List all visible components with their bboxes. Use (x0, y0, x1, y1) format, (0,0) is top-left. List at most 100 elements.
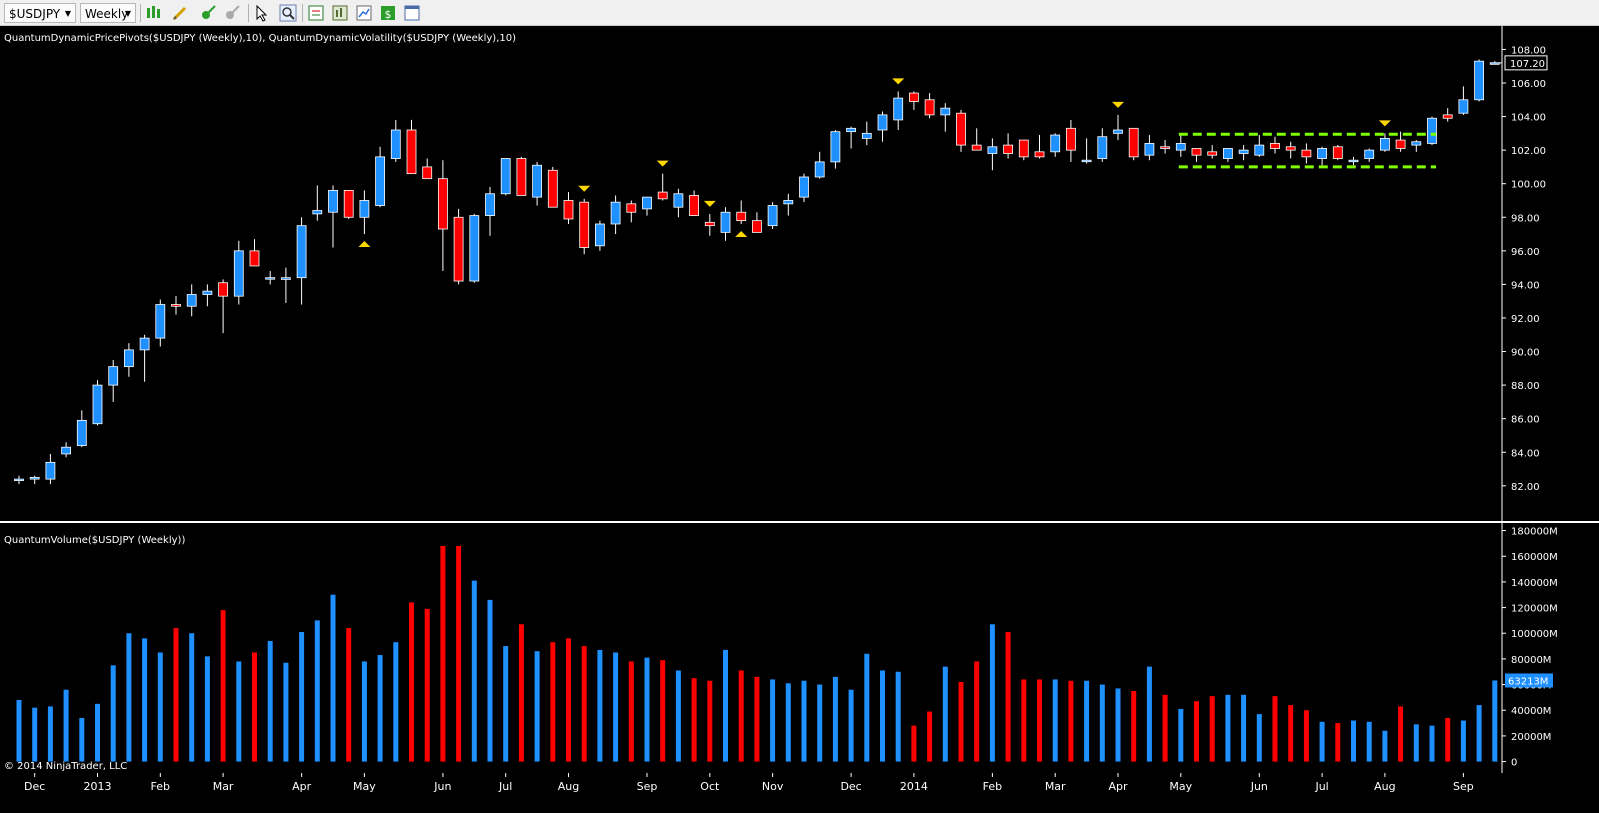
strategy-icon (332, 5, 348, 21)
x-tick-label: Aug (558, 780, 579, 793)
volume-bar (785, 683, 791, 762)
candle-down (1160, 146, 1170, 149)
volume-bar (157, 652, 163, 762)
volume-bar (723, 649, 728, 762)
volume-tick-label: 160000M (1511, 552, 1558, 563)
chevron-down-icon: ▼ (64, 9, 71, 18)
volume-bar (1366, 721, 1372, 762)
candle-down (1066, 127, 1076, 151)
volume-bar (738, 670, 744, 762)
volume-bar (613, 652, 619, 762)
volume-bar (487, 599, 493, 762)
price-indicator-label: QuantumDynamicPricePivots($USDJPY (Weekl… (4, 33, 516, 44)
volume-bar (1131, 690, 1137, 762)
volume-bar (361, 661, 367, 762)
volume-bar (550, 642, 556, 762)
volume-bar (110, 665, 116, 762)
candle-down (1207, 151, 1218, 156)
data-box-button[interactable] (306, 3, 328, 23)
volume-bar (817, 684, 823, 762)
candle-up (1223, 148, 1233, 159)
volume-bar (1445, 717, 1451, 762)
pencil-icon (172, 6, 187, 21)
volume-bar (644, 657, 650, 762)
volume-bar (1084, 680, 1090, 762)
eraser-button[interactable] (222, 3, 244, 23)
x-tick-label: 2014 (900, 780, 928, 793)
crosshair-button[interactable] (198, 3, 220, 23)
volume-bar (754, 676, 760, 762)
last-price-label: 107.20 (1510, 59, 1545, 70)
candle-down (736, 211, 747, 222)
zoom-button[interactable] (278, 3, 300, 23)
instrument-label: $USDJPY (9, 7, 61, 21)
volume-bar (173, 628, 179, 762)
volume-bar (393, 642, 399, 762)
chart-properties-button[interactable] (354, 3, 376, 23)
price-tick-label: 106.00 (1511, 79, 1546, 90)
volume-bar (581, 646, 587, 762)
candle-up (233, 250, 244, 297)
copyright-label: © 2014 NinjaTrader, LLC (4, 761, 127, 772)
candle-up (280, 277, 291, 280)
candle-up (45, 461, 56, 480)
volume-bar (1382, 730, 1388, 762)
volume-bar (1194, 701, 1199, 762)
volume-bar (79, 717, 85, 762)
crosshair-icon (202, 5, 216, 19)
pivot-high-marker (703, 200, 716, 207)
candle-up (595, 223, 605, 247)
volume-bar (1429, 725, 1435, 762)
volume-tick-label: 80000M (1511, 655, 1551, 666)
candle-down (563, 200, 574, 220)
candle-down (249, 250, 260, 267)
instrument-selector[interactable]: $USDJPY ▼ (4, 3, 76, 23)
drawing-tool-button[interactable] (170, 3, 192, 23)
volume-bar (409, 602, 414, 762)
pivot-high-marker (892, 78, 905, 85)
volume-bar (1288, 705, 1294, 762)
pointer-button[interactable] (252, 3, 274, 23)
volume-bar (880, 670, 885, 762)
candle-up (76, 419, 87, 446)
candle-up (1348, 159, 1359, 163)
volume-bar (974, 661, 980, 762)
volume-bar (16, 699, 22, 762)
price-tick-label: 108.00 (1511, 45, 1546, 56)
x-tick-label: Mar (213, 780, 234, 793)
candle-up (14, 478, 24, 482)
price-tick-label: 98.00 (1511, 213, 1540, 224)
candle-down (453, 216, 464, 282)
chart-area[interactable]: QuantumDynamicPricePivots($USDJPY (Weekl… (0, 26, 1599, 813)
volume-bar (895, 671, 901, 762)
window-button[interactable] (402, 3, 424, 23)
candle-down (1018, 139, 1029, 158)
candle-down (956, 112, 966, 146)
volume-bar (927, 711, 933, 762)
volume-bar (1115, 688, 1121, 762)
volume-bar (1256, 714, 1262, 762)
candle-down (516, 158, 527, 196)
volume-bar (456, 545, 462, 762)
candle-up (186, 294, 197, 307)
candle-up (296, 225, 307, 279)
last-volume-label: 63213M (1508, 676, 1548, 687)
candle-up (1175, 143, 1186, 151)
candle-up (767, 205, 778, 227)
candle-up (1050, 134, 1061, 153)
candle-up (61, 446, 71, 455)
volume-bar (1241, 694, 1247, 762)
strategy-button[interactable] (330, 3, 352, 23)
period-selector[interactable]: Weekly ▼ (80, 3, 136, 23)
candle-down (657, 191, 668, 200)
x-tick-label: May (1169, 780, 1192, 793)
x-tick-label: Mar (1045, 780, 1066, 793)
volume-bar (1068, 680, 1074, 762)
volume-bar (1460, 720, 1466, 762)
dollar-button[interactable]: $ (378, 3, 400, 23)
pointer-icon (256, 4, 268, 22)
x-tick-label: Oct (700, 780, 720, 793)
x-tick-label: Aug (1374, 780, 1395, 793)
pivot-low-marker (735, 230, 748, 237)
bar-type-button[interactable] (144, 3, 166, 23)
